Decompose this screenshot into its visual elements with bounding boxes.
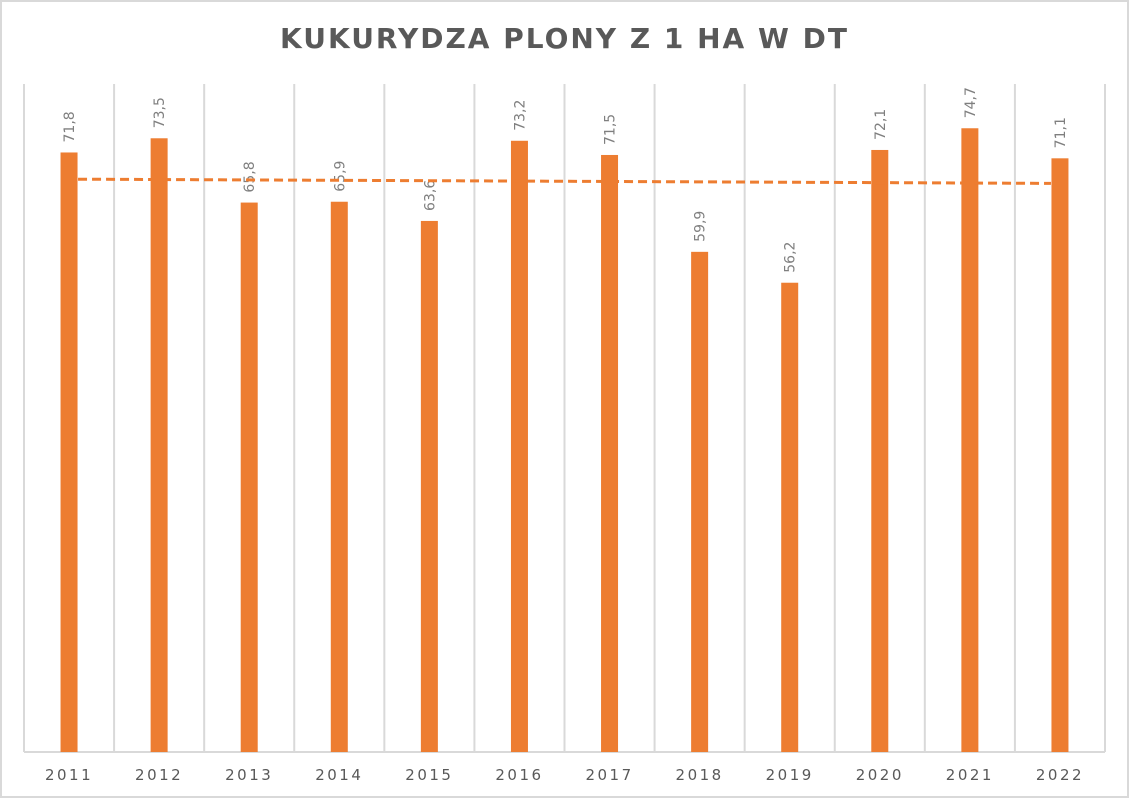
data-label: 72,1: [873, 109, 889, 140]
data-label: 56,2: [783, 242, 799, 273]
bar-2018: [691, 251, 709, 752]
x-tick-label: 2012: [135, 766, 183, 784]
x-tick-label: 2019: [766, 766, 814, 784]
data-label: 74,7: [963, 87, 979, 118]
bar-2015: [420, 220, 438, 752]
x-tick-label: 2021: [946, 766, 994, 784]
x-tick-label: 2011: [45, 766, 93, 784]
x-tick-label: 2022: [1036, 766, 1084, 784]
x-tick-label: 2014: [315, 766, 363, 784]
x-tick-label: 2018: [676, 766, 724, 784]
x-tick-label: 2016: [495, 766, 543, 784]
bar-2012: [150, 138, 168, 752]
data-label: 63,6: [422, 180, 438, 211]
bar-2019: [781, 282, 799, 752]
bar-2016: [510, 140, 528, 752]
data-label: 71,1: [1053, 117, 1069, 148]
data-label: 73,5: [152, 97, 168, 128]
data-label: 65,9: [332, 161, 348, 192]
trendline: [78, 177, 1051, 185]
chart-title: KUKURYDZA PLONY Z 1 HA W DT: [280, 22, 849, 55]
bar-2011: [60, 152, 78, 753]
bar-2014: [330, 201, 348, 753]
bar-2020: [871, 149, 889, 753]
x-tick-label: 2017: [585, 766, 633, 784]
x-tick-label: 2013: [225, 766, 273, 784]
data-label: 59,9: [693, 211, 709, 242]
bar-2017: [601, 154, 619, 753]
bar-2022: [1051, 158, 1069, 752]
data-label: 65,8: [242, 161, 258, 192]
x-tick-label: 2020: [856, 766, 904, 784]
bar-2021: [961, 128, 979, 752]
data-label: 71,5: [603, 114, 619, 145]
data-label: 73,2: [512, 100, 528, 131]
x-tick-label: 2015: [405, 766, 453, 784]
data-label: 71,8: [62, 111, 78, 142]
bar-2013: [240, 202, 258, 752]
